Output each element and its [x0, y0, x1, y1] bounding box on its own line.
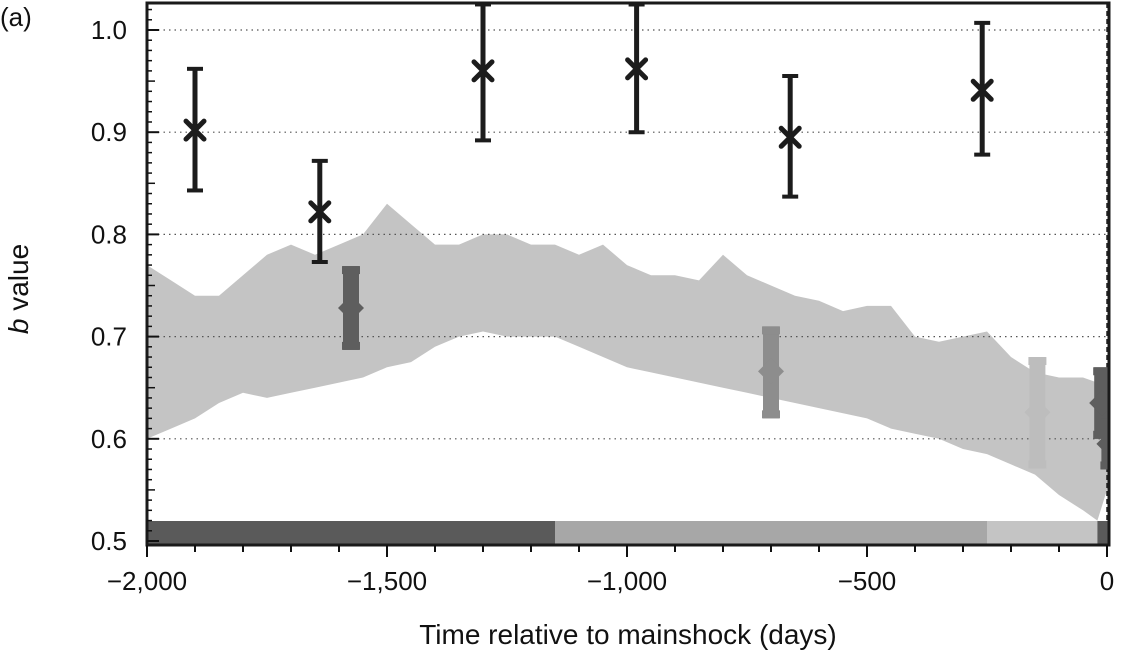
time-strip-segment-0 [147, 521, 555, 545]
b-value-uncertainty-band [147, 203, 1109, 521]
diamond-marker [758, 358, 784, 385]
error-cap-bottom [1093, 430, 1109, 439]
x-tick-label: −2,000 [107, 566, 187, 596]
time-strip-segment-1 [555, 521, 987, 545]
data-point-s3-p0 [1024, 357, 1051, 469]
y-axis: 0.5 0.6 0.7 0.8 0.9 1.0 [91, 8, 159, 556]
y-tick-label: 0.5 [91, 526, 127, 556]
plot-content [147, 3, 1109, 545]
y-tick-label: 0.8 [91, 219, 127, 249]
time-strip-segment-3 [1097, 521, 1109, 545]
error-cap-top [1028, 357, 1047, 366]
x-marker [183, 118, 207, 142]
error-cap-bottom [342, 341, 360, 350]
x-marker [308, 200, 332, 224]
data-point-s1-p0 [338, 266, 364, 350]
data-point-s0-p3 [625, 3, 649, 135]
x-marker [625, 57, 649, 81]
x-tick-label: 0 [1100, 566, 1114, 596]
diamond-marker [338, 294, 364, 321]
data-point-s0-p4 [778, 73, 802, 199]
data-point-s0-p2 [471, 3, 495, 143]
y-tick-label: 0.6 [91, 424, 127, 454]
panel-label: (a) [0, 2, 32, 32]
error-cap-bottom [1028, 460, 1047, 469]
error-cap-top [762, 326, 780, 335]
time-strip-segment-2 [987, 521, 1098, 545]
error-cap-top [1093, 367, 1109, 376]
y-tick-label: 1.0 [91, 15, 127, 45]
y-tick-label: 0.9 [91, 117, 127, 147]
y-tick-label: 0.7 [91, 322, 127, 352]
diamond-marker [1024, 399, 1051, 426]
x-marker [778, 125, 802, 149]
data-point-s1-p2 [1096, 418, 1109, 470]
x-marker [471, 59, 495, 83]
x-tick-label: −500 [838, 566, 897, 596]
data-point-s0-p1 [308, 158, 332, 264]
y-axis-title-italic: b [3, 319, 34, 335]
error-cap-top [342, 266, 360, 275]
x-marker [970, 78, 994, 102]
error-cap-top [1100, 418, 1109, 427]
x-axis-title: Time relative to mainshock (days) [419, 619, 837, 650]
diamond-marker [1089, 390, 1109, 417]
data-point-s0-p5 [970, 20, 994, 157]
data-point-s2-p0 [758, 326, 784, 419]
diamond-marker [1096, 431, 1109, 457]
y-axis-title: b value [3, 244, 34, 334]
y-axis-title-rest: value [3, 244, 34, 319]
error-cap-bottom [1100, 461, 1109, 470]
x-tick-label: −1,500 [347, 566, 427, 596]
x-axis: −2,000 −1,500 −1,000 −500 0 [107, 545, 1114, 596]
x-tick-label: −1,000 [587, 566, 667, 596]
error-cap-bottom [762, 410, 780, 419]
data-point-s0-p0 [183, 66, 207, 193]
